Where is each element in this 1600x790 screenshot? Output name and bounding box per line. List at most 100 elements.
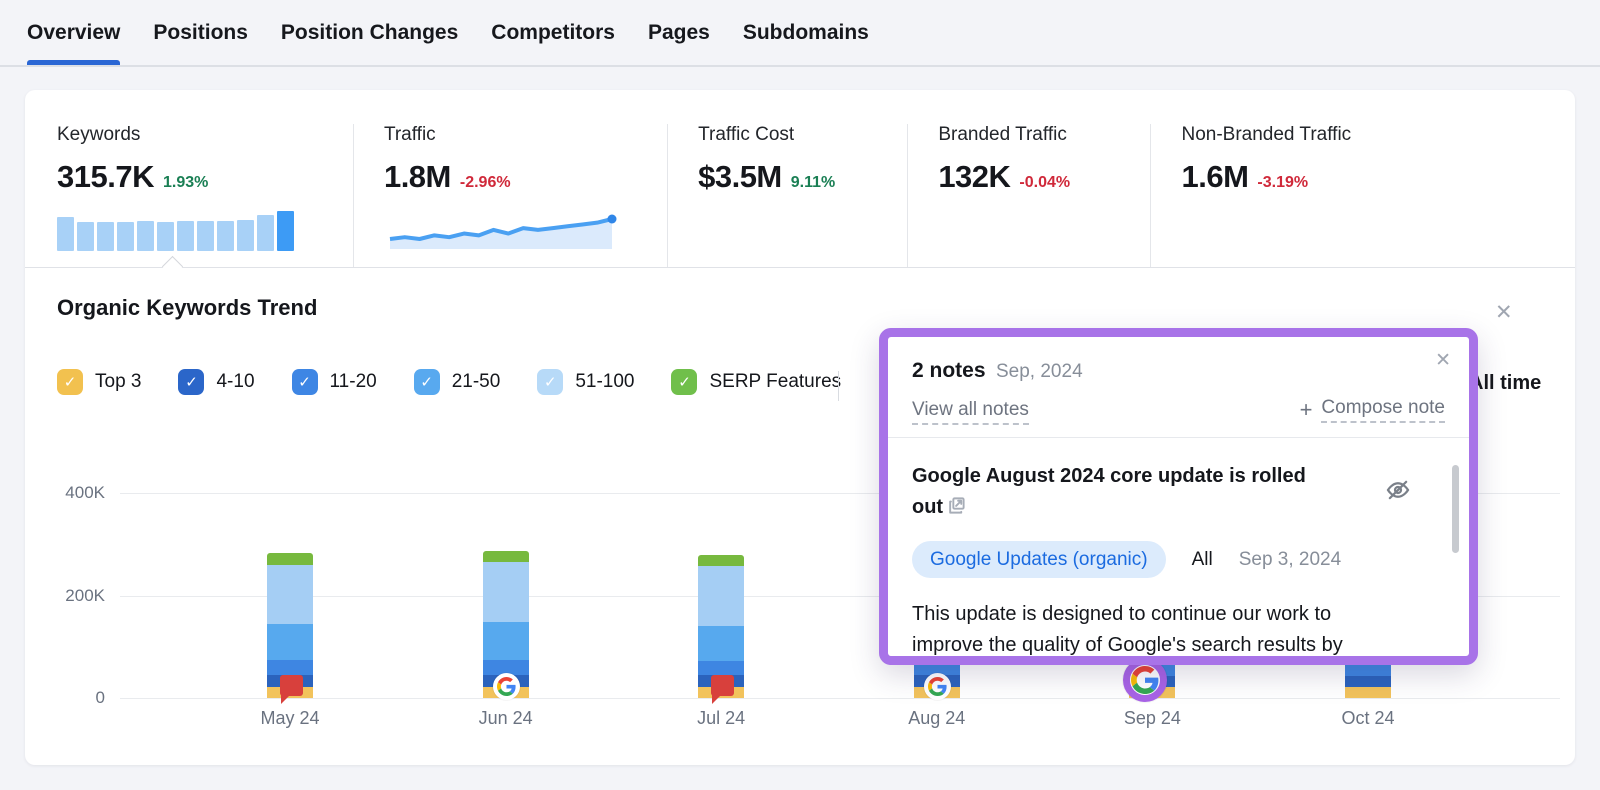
google-update-marker[interactable] bbox=[492, 673, 520, 700]
gridline bbox=[120, 493, 1560, 494]
metric-keywords[interactable]: Keywords 315.7K 1.93% bbox=[57, 124, 353, 267]
checkbox-icon: ✓ bbox=[537, 369, 564, 395]
google-update-marker[interactable] bbox=[923, 673, 951, 700]
metric-label: Branded Traffic bbox=[938, 124, 1067, 145]
tab-position-changes[interactable]: Position Changes bbox=[281, 0, 458, 65]
y-axis-tick: 0 bbox=[95, 688, 105, 707]
note-flag-marker[interactable] bbox=[280, 675, 303, 704]
y-axis-tick: 400K bbox=[65, 483, 105, 502]
filter-label: 51-100 bbox=[575, 371, 635, 392]
google-update-marker-selected[interactable] bbox=[1123, 658, 1168, 702]
note-flag-marker[interactable] bbox=[711, 675, 735, 704]
tab-label: Pages bbox=[647, 20, 710, 44]
section-title: Organic Keywords Trend bbox=[57, 295, 318, 320]
tab-competitors[interactable]: Competitors bbox=[491, 0, 615, 65]
metric-delta: -2.96% bbox=[459, 174, 511, 191]
metric-value: 1.6M bbox=[1181, 159, 1249, 194]
filter-51-100[interactable]: ✓ 51-100 bbox=[537, 369, 634, 395]
x-axis-label-oct-24: Oct 24 bbox=[1341, 708, 1395, 728]
metric-value: 315.7K bbox=[57, 159, 154, 194]
checkbox-icon: ✓ bbox=[178, 369, 205, 395]
bar-segment-11-20 bbox=[1345, 662, 1391, 677]
bar-segment-top-3 bbox=[1345, 687, 1391, 698]
bar-segment-51-100 bbox=[698, 565, 745, 626]
checkbox-icon: ✓ bbox=[57, 369, 83, 395]
metric-value: 1.8M bbox=[383, 159, 451, 194]
note-scope: All bbox=[1191, 548, 1213, 570]
tab-bar: Overview Positions Position Changes Competi… bbox=[0, 0, 1600, 67]
notes-scrollbar[interactable] bbox=[1452, 465, 1459, 553]
gridline bbox=[120, 595, 1560, 597]
note-tag[interactable]: Google Updates (organic) bbox=[912, 541, 1166, 578]
bar-segment-serp-features bbox=[482, 550, 529, 562]
bar-segment-51-100 bbox=[267, 564, 313, 625]
metric-traffic[interactable]: Traffic 1.8M -2.96% bbox=[352, 124, 667, 267]
checkbox-icon: ✓ bbox=[413, 369, 440, 395]
tab-label: Competitors bbox=[491, 20, 615, 44]
tab-label: Overview bbox=[27, 20, 121, 44]
bar-segment-serp-features bbox=[267, 553, 313, 565]
filter-top-3[interactable]: ✓ Top 3 bbox=[57, 369, 141, 395]
bar-segment-21-50 bbox=[267, 624, 313, 661]
tab-label: Positions bbox=[153, 20, 248, 44]
tab-positions[interactable]: Positions bbox=[153, 0, 248, 65]
note-date: Sep 3, 2024 bbox=[1238, 548, 1342, 570]
filter-label: 4-10 bbox=[216, 371, 255, 392]
view-all-notes-link[interactable]: View all notes bbox=[912, 399, 1029, 425]
metric-traffic-cost[interactable]: Traffic Cost $3.5M 9.11% bbox=[667, 124, 907, 267]
traffic-sparkline bbox=[389, 214, 617, 249]
x-axis-label-sep-24: Sep 24 bbox=[1123, 708, 1181, 728]
tab-label: Position Changes bbox=[280, 20, 459, 44]
metric-delta: 1.93% bbox=[162, 174, 209, 191]
section-close-icon[interactable]: ✕ bbox=[1495, 301, 1513, 324]
x-axis-label-jun-24: Jun 24 bbox=[478, 708, 533, 728]
bar-segment-21-50 bbox=[698, 625, 745, 662]
note-body: This update is designed to continue our … bbox=[912, 603, 1343, 656]
tab-overview[interactable]: Overview bbox=[27, 0, 121, 65]
x-axis-label-may-24: May 24 bbox=[260, 708, 320, 728]
notes-period: Sep, 2024 bbox=[996, 361, 1083, 382]
active-tab-underline bbox=[27, 60, 121, 65]
filter-21-50[interactable]: ✓ 21-50 bbox=[413, 369, 501, 395]
metric-branded-traffic[interactable]: Branded Traffic 132K -0.04% bbox=[907, 124, 1150, 267]
x-axis-label-aug-24: Aug 24 bbox=[908, 708, 966, 728]
bar-segment-4-10 bbox=[1345, 676, 1391, 688]
filter-11-20[interactable]: ✓ 11-20 bbox=[291, 369, 377, 395]
gridline bbox=[120, 698, 1560, 699]
notes-popup-divider bbox=[888, 437, 1469, 438]
filters-separator bbox=[838, 371, 839, 401]
note-title[interactable]: Google August 2024 core update is rolled… bbox=[912, 461, 1312, 525]
metric-value: 132K bbox=[938, 159, 1011, 194]
filter-label: SERP Features bbox=[709, 371, 842, 392]
notes-popup-close-icon[interactable]: ✕ bbox=[1435, 350, 1451, 371]
hide-note-icon[interactable] bbox=[1383, 475, 1413, 510]
bar-jul-24[interactable] bbox=[698, 90, 745, 698]
metric-label: Non-Branded Traffic bbox=[1181, 124, 1352, 145]
metrics-row: Keywords 315.7K 1.93% Traffic 1.8M -2.96% Traf… bbox=[25, 90, 1575, 267]
bar-segment-11-20 bbox=[267, 660, 313, 676]
metric-delta: -0.04% bbox=[1019, 174, 1071, 191]
time-range-selector[interactable]: All time bbox=[1469, 372, 1542, 394]
filter-label: 11-20 bbox=[329, 371, 377, 392]
note-meta: Google Updates (organic) All Sep 3, 2024 bbox=[912, 541, 1341, 578]
bar-may-24[interactable] bbox=[267, 90, 313, 698]
domain-overview-card: Keywords 315.7K 1.93% Traffic 1.8M -2.96% Traf… bbox=[25, 90, 1575, 765]
filter-serp-features[interactable]: ✓ SERP Features bbox=[671, 369, 841, 395]
bar-segment-11-20 bbox=[482, 659, 529, 675]
tab-pages[interactable]: Pages bbox=[648, 0, 710, 65]
notes-count: 2 notes bbox=[912, 359, 986, 382]
plus-icon: + bbox=[1299, 397, 1313, 422]
metric-delta: 9.11% bbox=[790, 174, 836, 191]
filter-label: Top 3 bbox=[95, 371, 142, 392]
bar-jun-24[interactable] bbox=[482, 90, 529, 698]
metric-non-branded-traffic[interactable]: Non-Branded Traffic 1.6M -3.19% bbox=[1150, 124, 1575, 267]
metric-label: Keywords bbox=[57, 124, 141, 145]
compose-note-button[interactable]: + Compose note bbox=[1300, 397, 1445, 423]
filter-4-10[interactable]: ✓ 4-10 bbox=[178, 369, 255, 395]
compose-note-label: Compose note bbox=[1321, 397, 1445, 423]
filter-label: 21-50 bbox=[451, 371, 501, 392]
bar-segment-serp-features bbox=[698, 554, 745, 566]
metrics-divider bbox=[25, 255, 1575, 278]
tab-subdomains[interactable]: Subdomains bbox=[743, 0, 869, 65]
checkbox-icon: ✓ bbox=[671, 369, 698, 395]
